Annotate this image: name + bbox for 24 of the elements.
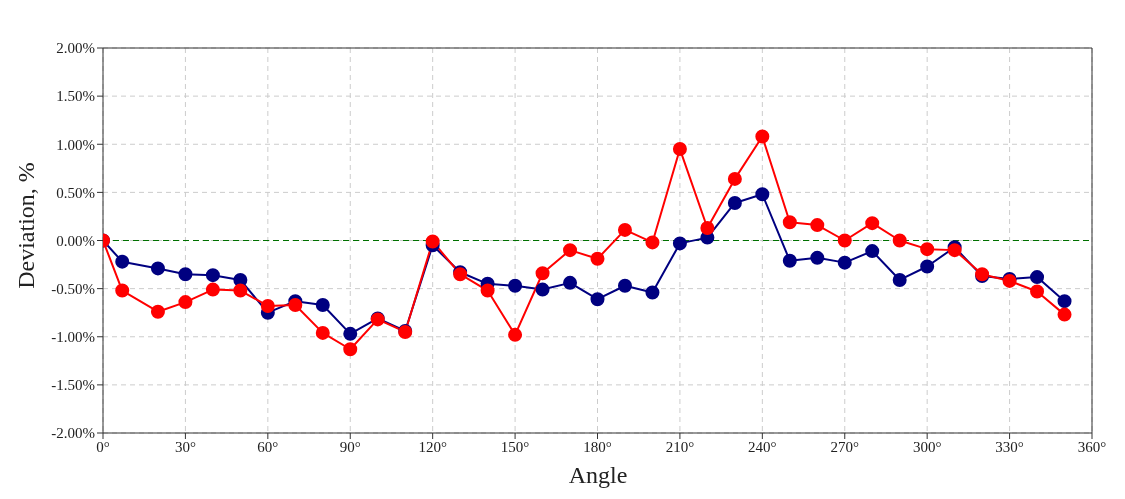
x-tick-label: 300° <box>912 438 942 455</box>
x-tick-label: 240° <box>748 438 777 455</box>
x-tick-label: 30° <box>174 438 196 455</box>
x-axis-title: Angle <box>567 462 629 489</box>
y-tick-label: 1.50% <box>56 88 95 105</box>
y-tick-label: -1.00% <box>51 329 95 346</box>
y-tick-label: -2.00% <box>51 425 95 442</box>
y-tick-label: -1.50% <box>51 377 95 394</box>
x-tick-label: 270° <box>830 438 859 455</box>
x-tick-label: 120° <box>418 438 447 455</box>
x-tick-label: 360° <box>1077 438 1107 455</box>
x-tick-label: 0° <box>96 438 110 455</box>
y-tick-label: 2.00% <box>56 40 95 57</box>
x-tick-label: 330° <box>995 438 1024 455</box>
x-tick-label: 90° <box>339 438 361 455</box>
y-tick-label: 1.00% <box>56 136 95 153</box>
x-tick-label: 60° <box>257 438 279 455</box>
x-tick-label: 180° <box>583 438 612 455</box>
x-tick-label: 150° <box>500 438 530 455</box>
x-tick-label: 210° <box>665 438 695 455</box>
y-tick-label: 0.00% <box>56 232 95 249</box>
y-axis-title: Deviation, % <box>12 162 40 289</box>
y-tick-label: 0.50% <box>56 184 95 201</box>
y-tick-label: -0.50% <box>51 280 95 297</box>
